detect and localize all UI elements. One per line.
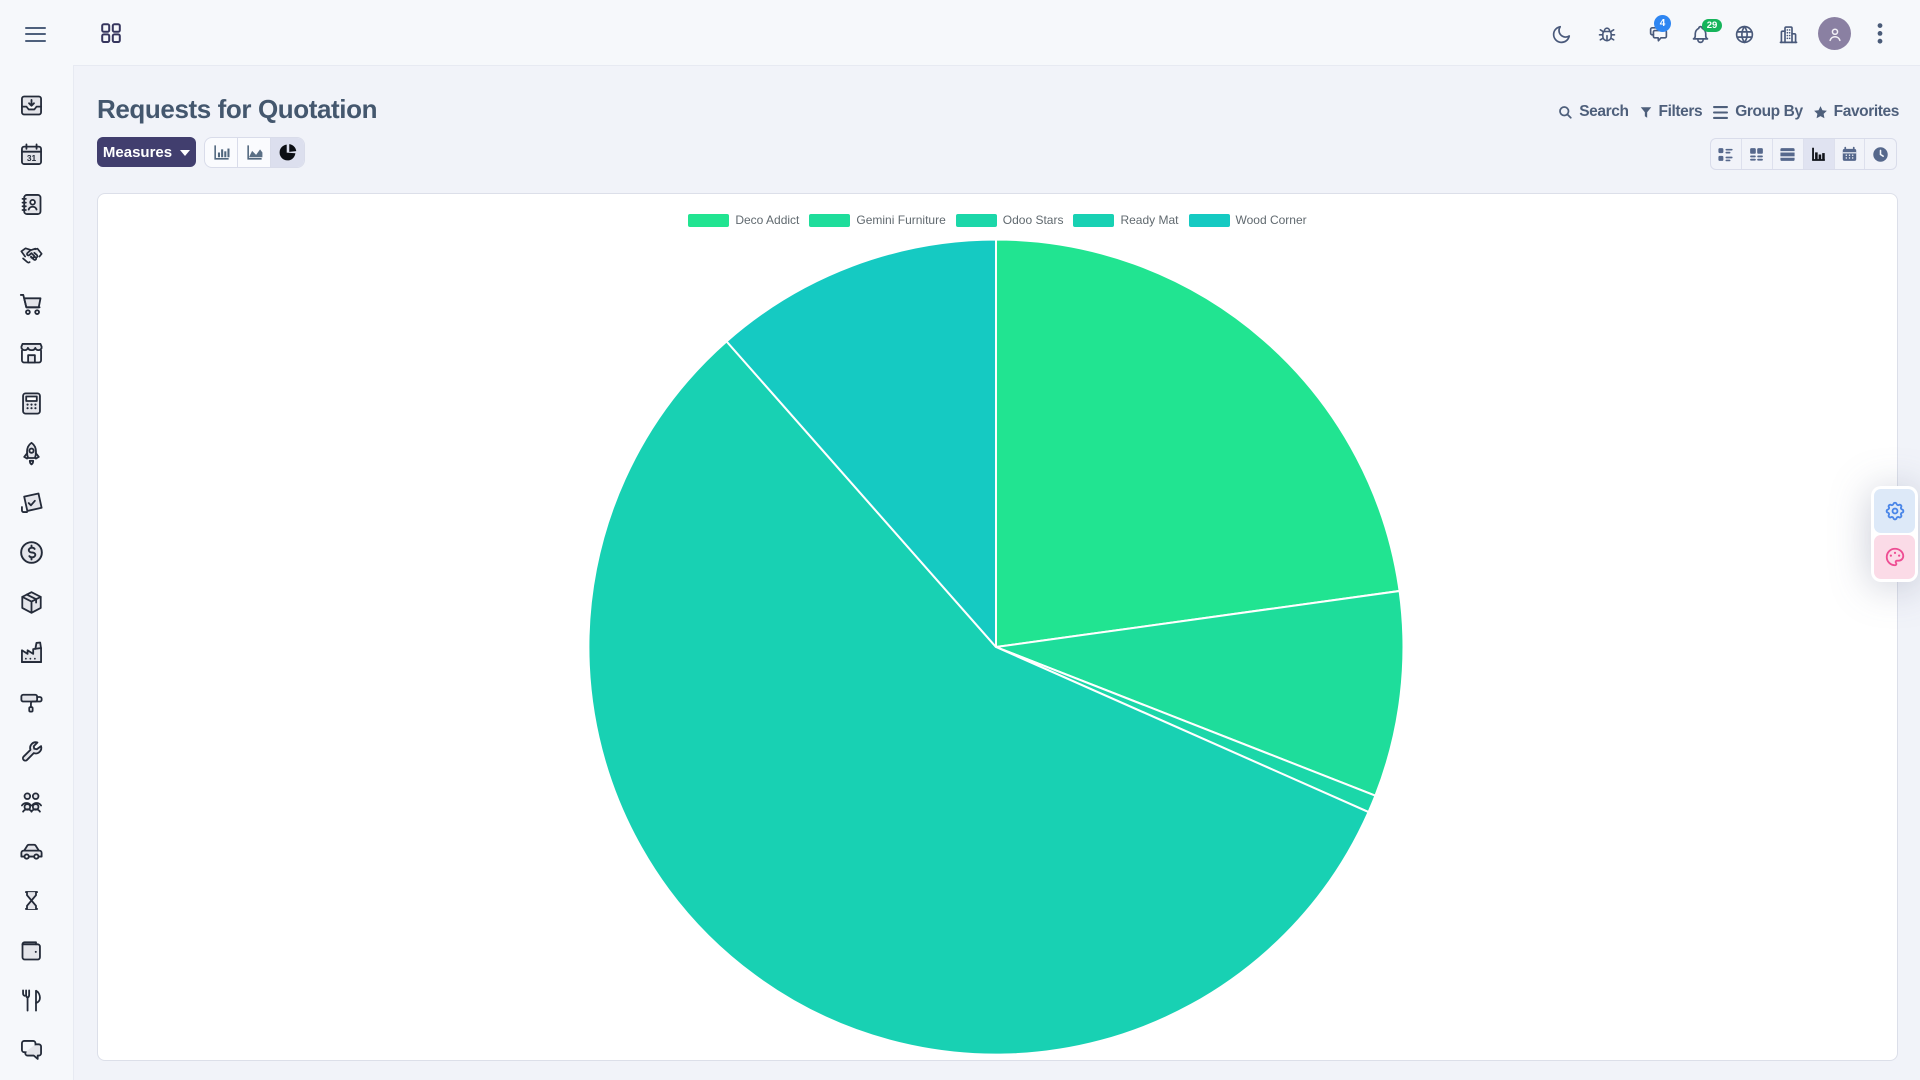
svg-text:31: 31 — [26, 153, 36, 163]
